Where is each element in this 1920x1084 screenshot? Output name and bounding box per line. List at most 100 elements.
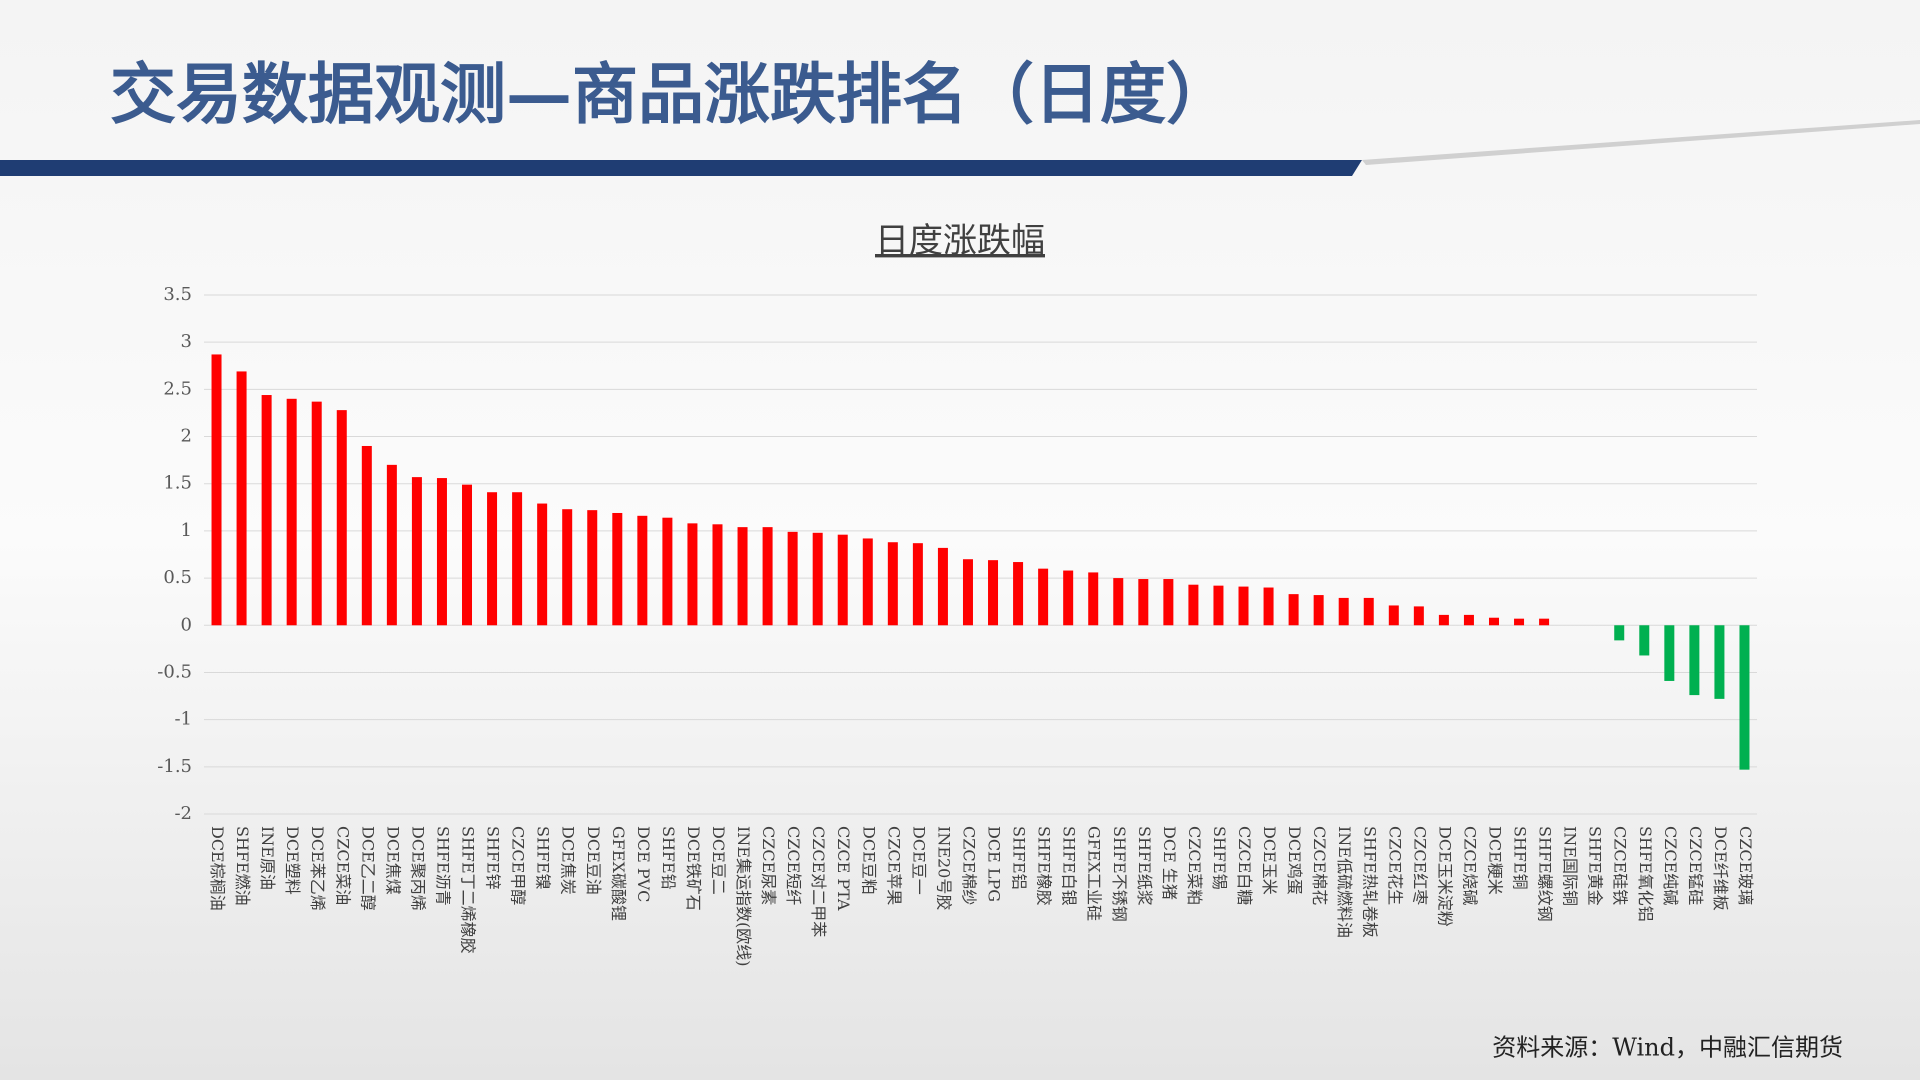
x-tick-label: DCE聚丙烯	[408, 826, 427, 911]
bar	[487, 492, 498, 626]
bar	[1288, 594, 1299, 626]
y-tick-label: 0.5	[163, 567, 192, 588]
x-tick-label: SHFE纸浆	[1135, 826, 1154, 906]
y-tick-label: 1	[181, 520, 192, 541]
x-tick-label: INE原油	[258, 826, 277, 890]
chart-title: 日度涨跌幅	[875, 221, 1045, 261]
bar	[762, 527, 773, 626]
x-tick-label: SHFE橡胶	[1035, 826, 1054, 906]
x-tick-label: DCE豆粕	[859, 826, 878, 895]
bar	[1038, 568, 1049, 626]
bar	[311, 401, 322, 626]
x-tick-label: CZCE花生	[1385, 826, 1404, 905]
bar	[712, 524, 723, 626]
bar	[737, 527, 748, 626]
x-tick-label: INE国际铜	[1561, 826, 1580, 906]
x-tick-label: CZCE菜油	[333, 826, 352, 905]
bar	[1488, 617, 1499, 626]
x-tick-label: DCE豆二	[709, 826, 728, 895]
y-tick-label: 2.5	[163, 378, 192, 399]
bar	[1463, 614, 1474, 626]
x-tick-label: CZCE烧碱	[1460, 826, 1479, 905]
x-tick-label: SHFE锌	[484, 826, 503, 890]
y-tick-label: -1	[174, 709, 192, 730]
x-tick-label: SHFE铅	[659, 826, 678, 890]
bar	[211, 354, 222, 626]
bar	[1238, 586, 1249, 626]
x-tick-label: DCE PVC	[634, 826, 653, 902]
x-tick-label: DCE玉米淀粉	[1435, 826, 1454, 927]
x-tick-label: SHFE热轧卷板	[1360, 826, 1379, 938]
x-tick-label: CZCE对二甲苯	[809, 826, 828, 937]
bar	[1113, 578, 1124, 626]
bar	[1188, 584, 1199, 626]
bar	[537, 503, 548, 626]
bar	[612, 512, 623, 626]
bar	[512, 492, 523, 626]
x-tick-label: CZCE硅铁	[1611, 826, 1630, 905]
bar	[937, 547, 948, 626]
bar	[1163, 579, 1174, 626]
bar	[462, 484, 473, 626]
x-tick-label: CZCE菜粕	[1185, 826, 1204, 905]
bar	[1263, 587, 1274, 626]
bar	[1338, 597, 1349, 626]
bar	[386, 464, 397, 626]
y-tick-label: 3.5	[163, 284, 192, 305]
x-tick-label: CZCE PTA	[834, 826, 853, 911]
bar	[1138, 579, 1149, 626]
bar	[912, 543, 923, 626]
x-tick-label: DCE纤维板	[1711, 826, 1730, 911]
x-tick-label: SHFE铜	[1511, 826, 1530, 890]
x-tick-label: SHFE丁二烯橡胶	[459, 826, 478, 954]
bar	[436, 478, 447, 626]
x-tick-label: SHFE不锈钢	[1110, 826, 1129, 922]
x-tick-label: SHFE氧化铝	[1636, 826, 1655, 922]
y-tick-label: 3	[181, 331, 192, 352]
bar	[261, 395, 272, 626]
bar	[1063, 570, 1074, 626]
bar	[1438, 614, 1449, 626]
bar	[1614, 625, 1625, 641]
header-shadow	[1362, 120, 1920, 165]
bar	[1363, 597, 1374, 626]
x-tick-label: SHFE锡	[1210, 826, 1229, 890]
x-tick-label: DCE豆一	[909, 826, 928, 895]
bar	[1539, 618, 1550, 626]
x-tick-label: CZCE锰硅	[1686, 826, 1705, 905]
bar	[1664, 625, 1675, 681]
bar	[687, 523, 698, 626]
x-tick-label: SHFE铝	[1010, 826, 1029, 890]
x-tick-label: DCE鸡蛋	[1285, 826, 1304, 895]
x-tick-label: DCE棕榈油	[208, 826, 227, 911]
bar	[837, 534, 848, 626]
x-tick-label: DCE焦炭	[559, 826, 578, 895]
x-tick-label: CZCE棉花	[1310, 826, 1329, 905]
header-bar	[0, 160, 1362, 176]
bar	[361, 445, 372, 626]
x-tick-label: DCE LPG	[985, 826, 1004, 902]
bar	[1739, 625, 1750, 770]
bar	[962, 559, 973, 626]
bar	[988, 560, 999, 626]
bar	[787, 531, 798, 626]
x-tick-label: DCE 生猪	[1160, 826, 1179, 900]
x-tick-label: CZCE尿素	[759, 826, 778, 905]
x-tick-label: GFEX碳酸锂	[609, 826, 628, 921]
x-tick-label: DCE焦煤	[383, 826, 402, 895]
x-tick-label: DCE苯乙烯	[308, 826, 327, 911]
x-tick-label: SHFE黄金	[1586, 826, 1605, 906]
bar	[411, 477, 422, 626]
bar	[1213, 585, 1224, 626]
bar	[887, 542, 898, 626]
x-tick-label: SHFE镍	[534, 826, 553, 890]
bar	[662, 517, 673, 626]
x-tick-label: DCE塑料	[283, 826, 302, 895]
bar	[1313, 595, 1324, 626]
bar	[1689, 625, 1700, 696]
bar	[286, 398, 297, 626]
bar	[336, 410, 347, 626]
bar	[1714, 625, 1725, 699]
x-tick-label: DCE粳米	[1485, 826, 1504, 895]
